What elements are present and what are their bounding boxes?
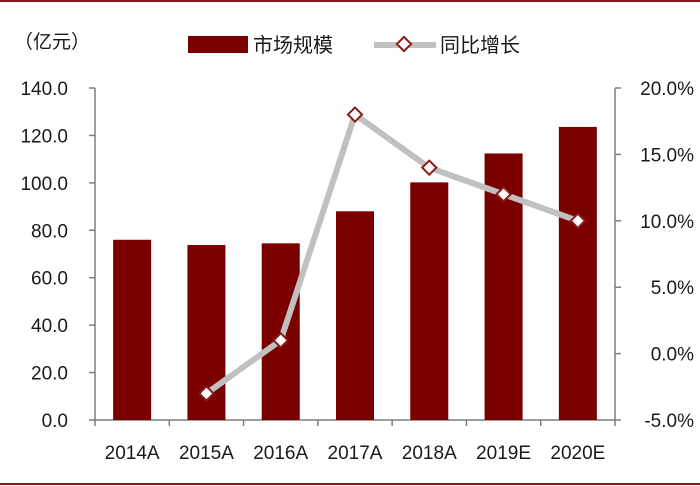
x-tick-labels: 2014A 2015A 2016A 2017A 2018A 2019E 2020E bbox=[105, 443, 606, 464]
x-tick-label: 2015A bbox=[179, 443, 234, 464]
left-tick-label: 40.0 bbox=[31, 316, 68, 337]
bar-2014A bbox=[113, 239, 152, 420]
left-tick-labels: 0.0 20.0 40.0 60.0 80.0 100.0 120.0 140.0 bbox=[20, 79, 68, 432]
right-tick-label: 15.0% bbox=[640, 145, 694, 166]
unit-label: （亿元） bbox=[14, 31, 90, 53]
legend-bar-swatch bbox=[188, 36, 248, 53]
legend-line-label: 同比增长 bbox=[440, 33, 520, 57]
legend-line-marker bbox=[395, 35, 413, 53]
legend-bar-label: 市场规模 bbox=[253, 33, 333, 57]
left-tick-label: 80.0 bbox=[31, 221, 68, 242]
x-tick-label: 2017A bbox=[328, 443, 383, 464]
x-tick-label: 2014A bbox=[105, 443, 160, 464]
x-tick-label: 2019E bbox=[476, 443, 531, 464]
bar-2017A bbox=[336, 211, 374, 420]
bar-2020E bbox=[558, 126, 597, 421]
left-tick-label: 120.0 bbox=[20, 126, 68, 147]
bars bbox=[113, 126, 597, 421]
right-tick-label: 20.0% bbox=[640, 79, 694, 100]
right-tick-label: -5.0% bbox=[644, 411, 694, 432]
left-tick-label: 60.0 bbox=[31, 269, 68, 290]
left-tick-label: 140.0 bbox=[20, 79, 68, 100]
growth-line bbox=[203, 111, 581, 397]
growth-point-2018A bbox=[420, 159, 438, 177]
x-tick-label: 2020E bbox=[550, 443, 605, 464]
right-tick-label: 5.0% bbox=[651, 278, 694, 299]
growth-point-2015A bbox=[197, 384, 215, 402]
x-tick-label: 2016A bbox=[253, 443, 308, 464]
x-tick-label: 2018A bbox=[402, 443, 457, 464]
line-series bbox=[197, 106, 587, 402]
right-tick-label: 10.0% bbox=[640, 212, 694, 233]
left-tick-label: 0.0 bbox=[42, 411, 68, 432]
left-tick-label: 20.0 bbox=[31, 364, 68, 385]
growth-point-2020E bbox=[569, 212, 587, 230]
right-tick-label: 0.0% bbox=[651, 345, 694, 366]
growth-point-2019E bbox=[495, 185, 513, 203]
bar-2018A bbox=[410, 182, 449, 420]
right-tick-labels: -5.0% 0.0% 5.0% 10.0% 15.0% 20.0% bbox=[640, 79, 694, 432]
left-tick-label: 100.0 bbox=[20, 174, 68, 195]
growth-point-2016A bbox=[272, 331, 290, 349]
legend: 市场规模 同比增长 bbox=[188, 33, 520, 57]
growth-point-2017A bbox=[346, 106, 364, 124]
